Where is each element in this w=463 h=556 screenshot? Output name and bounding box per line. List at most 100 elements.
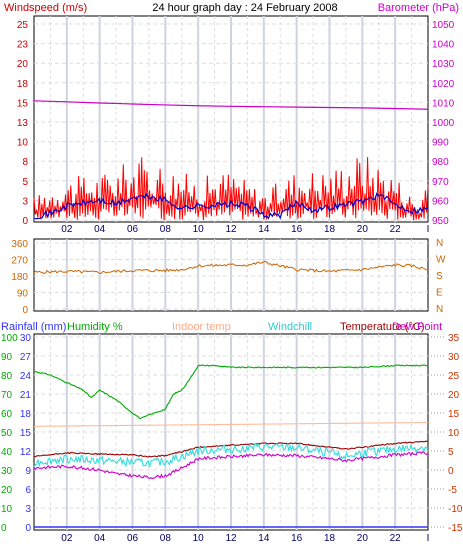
legend-rainfall: Rainfall (mm): [1, 321, 66, 333]
rainfall-tick: 27: [20, 352, 32, 363]
panel-3-x-tick: 20: [357, 533, 369, 544]
rainfall-tick: 12: [20, 447, 32, 458]
indoor-temp-line: [33, 421, 429, 427]
legend-humidity: Humidity %: [67, 321, 123, 333]
direction-degree-tick: 180: [11, 272, 28, 283]
compass-tick: W: [436, 255, 446, 266]
windspeed-tick: 23: [17, 40, 29, 51]
barometer-tick: 970: [432, 177, 449, 188]
humidity-tick: 60: [1, 409, 13, 420]
rainfall-tick: 21: [20, 390, 32, 401]
legend-windchill: Windchill: [268, 321, 312, 333]
chart-title: 24 hour graph day : 24 February 2008: [152, 2, 337, 14]
panel-1-x-tick: 22: [390, 224, 402, 235]
panel-3-x-tick: 08: [160, 533, 172, 544]
windspeed-tick: 20: [17, 59, 29, 70]
wind-average-line: [33, 192, 429, 220]
windspeed-tick: 5: [22, 177, 28, 188]
legend-temperature: Temperature (°C): [340, 321, 424, 333]
windspeed-tick: 8: [22, 157, 28, 168]
panel-1-x-tick: 08: [160, 224, 172, 235]
panel-3-x-tick: 04: [94, 533, 106, 544]
direction-degree-tick: 0: [22, 305, 28, 316]
panel-1-x-tick: 18: [324, 224, 336, 235]
dew-point-line: [33, 451, 429, 480]
panel-1-x-tick: 14: [258, 224, 270, 235]
panel-3-x-tick: 14: [258, 533, 270, 544]
rainfall-tick: 9: [25, 466, 31, 477]
rainfall-tick: 30: [20, 333, 32, 344]
panel-3-x-tick: 10: [193, 533, 205, 544]
panel-1-x-tick: 10: [193, 224, 205, 235]
rainfall-tick: 6: [25, 485, 31, 496]
windspeed-tick: 10: [17, 138, 29, 149]
rainfall-tick: 24: [20, 371, 32, 382]
humidity-tick: 0: [1, 523, 7, 534]
barometer-tick: 1020: [432, 79, 455, 90]
temperature-tick: 0: [448, 466, 454, 477]
compass-tick: S: [436, 271, 443, 282]
panel-3-x-tick: 22: [390, 533, 402, 544]
barometer-tick: 990: [432, 138, 449, 149]
panel-3-x-tick: 12: [225, 533, 237, 544]
barometer-tick: 1050: [432, 20, 455, 31]
direction-degree-tick: 90: [17, 289, 29, 300]
humidity-tick: 10: [1, 504, 13, 515]
humidity-tick: 20: [1, 485, 13, 496]
temperature-tick: 30: [448, 352, 460, 363]
barometer-tick: 950: [432, 216, 449, 227]
wind-direction-line: [33, 260, 429, 275]
barometer-tick: 1000: [432, 118, 455, 129]
barometer-tick: 1040: [432, 40, 455, 51]
legend-indoor-temp: Indoor temp: [172, 321, 231, 333]
temperature-tick: 20: [448, 390, 460, 401]
temperature-tick: 15: [448, 409, 460, 420]
rainfall-tick: 15: [20, 428, 32, 439]
windspeed-tick: 15: [17, 98, 29, 109]
panel-3-x-tick: 18: [324, 533, 336, 544]
panel-3-x-tick: 16: [291, 533, 303, 544]
rainfall-tick: 18: [20, 409, 32, 420]
panel-3-x-tick: 02: [61, 533, 73, 544]
legend-dew-point: Dew Point: [392, 321, 442, 333]
humidity-tick: 40: [1, 447, 13, 458]
windspeed-axis-label: Windspeed (m/s): [4, 2, 87, 14]
panel-1-x-tick: 20: [357, 224, 369, 235]
panel-1-x-tick: 06: [127, 224, 139, 235]
humidity-tick: 80: [1, 371, 13, 382]
windchill-line: [33, 442, 429, 468]
barometer-axis-label: Barometer (hPa): [378, 2, 459, 14]
barometer-line: [33, 100, 429, 110]
temperature-tick: 35: [448, 333, 460, 344]
temperature-tick: 5: [448, 447, 454, 458]
barometer-tick: 1010: [432, 98, 455, 109]
humidity-tick: 90: [1, 352, 13, 363]
barometer-tick: 1030: [432, 59, 455, 70]
windspeed-tick: 0: [22, 216, 28, 227]
humidity-tick: 50: [1, 428, 13, 439]
panel-1-x-tick: 04: [94, 224, 106, 235]
temperature-tick: -15: [448, 523, 463, 534]
humidity-tick: 70: [1, 390, 13, 401]
compass-tick: N: [436, 238, 443, 249]
panel-3-x-tick: 06: [127, 533, 139, 544]
rainfall-tick: 0: [25, 523, 31, 534]
temperature-tick: -5: [448, 485, 457, 496]
panel-3-x-tick: I: [427, 533, 430, 544]
windspeed-tick: 3: [22, 196, 28, 207]
panel-1-x-tick: I: [427, 224, 430, 235]
compass-tick: N: [436, 304, 443, 315]
direction-degree-tick: 360: [11, 239, 28, 250]
chart-layer: 2523201815131085301050104010301020101010…: [1, 15, 463, 544]
temperature-tick: 10: [448, 428, 460, 439]
temperature-tick: -10: [448, 504, 463, 515]
temperature-c-line: [33, 440, 429, 458]
panel-1-x-tick: 12: [225, 224, 237, 235]
temperature-tick: 25: [448, 371, 460, 382]
windspeed-tick: 13: [17, 118, 29, 129]
windspeed-tick: 18: [17, 79, 29, 90]
panel-1-x-tick: 02: [61, 224, 73, 235]
panel-1-x-tick: 16: [291, 224, 303, 235]
compass-tick: E: [436, 288, 443, 299]
